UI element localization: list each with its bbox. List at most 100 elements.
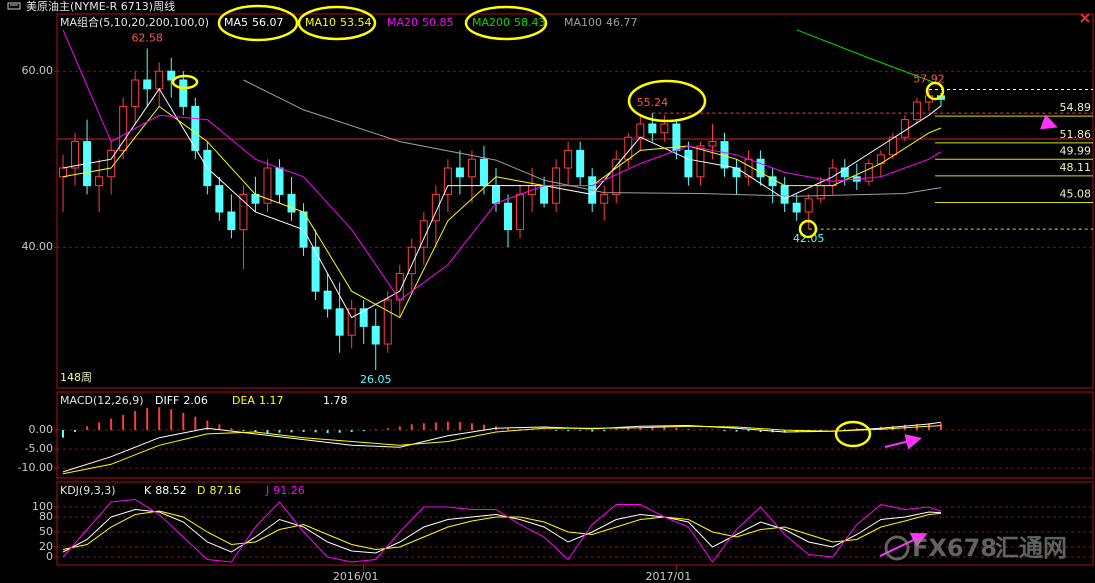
candle-body — [383, 299, 392, 345]
candle-body — [888, 136, 897, 156]
legend-value: 46.77 — [606, 16, 638, 29]
legend-value: 58.43 — [514, 16, 546, 29]
series-line — [796, 29, 942, 86]
candle-body — [71, 141, 80, 169]
candle-body — [119, 105, 128, 151]
legend-value: 56.07 — [252, 16, 284, 29]
level-label: 45.08 — [1060, 187, 1092, 200]
candle-body — [756, 158, 765, 178]
legend-name: J — [265, 484, 269, 497]
y-tick-label: 100 — [32, 500, 53, 513]
annotation-label: 26.05 — [360, 373, 392, 386]
legend-value: 87.16 — [209, 484, 241, 497]
highlight — [297, 5, 377, 41]
y-tick-label: 50 — [39, 525, 53, 538]
level-label: 49.99 — [1060, 144, 1092, 157]
candle-body — [900, 119, 909, 138]
watermark: FX678 — [912, 534, 997, 562]
legend-value: 50.85 — [422, 16, 454, 29]
highlight — [464, 5, 548, 41]
candle-body — [636, 123, 645, 138]
highlights — [171, 4, 945, 448]
legend-title: MA组合(5,10,20,200,100,0) — [60, 15, 209, 29]
candle-body — [347, 308, 356, 336]
highlight — [834, 420, 872, 448]
legend-name: DIFF — [155, 394, 179, 407]
highlight — [627, 79, 707, 123]
candle-body — [792, 202, 801, 213]
highlight — [925, 81, 945, 101]
legend-value: 2.06 — [183, 394, 208, 407]
candle-body — [359, 308, 368, 327]
x-tick-label: 2016/01 — [333, 570, 379, 583]
y-tick-label: 0 — [46, 550, 53, 563]
candle-body — [167, 70, 176, 81]
legend-name: K — [144, 484, 152, 497]
watermark: 汇通网 — [995, 534, 1067, 562]
level-label: 48.11 — [1060, 161, 1092, 174]
panel-border — [56, 481, 1094, 566]
legend-value: 1.17 — [259, 394, 284, 407]
candle-body — [504, 202, 513, 231]
y-tick-label: 0.00 — [29, 423, 54, 436]
plot-area: 60.00 40.00 2016/01 2017/01 54.89 51.86 49.99 4… — [18, 13, 1094, 583]
arrow — [1039, 114, 1058, 130]
candle-body — [191, 105, 200, 151]
candle-body — [564, 149, 573, 169]
legend-title: MACD(12,26,9) — [60, 394, 144, 407]
candle-body — [864, 163, 873, 182]
candle-body — [131, 79, 140, 107]
series-line — [62, 29, 942, 301]
close-button[interactable] — [1080, 13, 1090, 23]
window-icon — [7, 2, 21, 10]
candle-body — [263, 167, 272, 204]
candle-body — [371, 325, 380, 345]
candle-body — [95, 176, 104, 187]
candle-body — [275, 167, 284, 195]
candle-body — [179, 79, 188, 107]
arrow — [884, 434, 922, 450]
series-line — [62, 425, 942, 475]
series-line — [62, 498, 942, 563]
candle-body — [780, 185, 789, 204]
candle-body — [516, 193, 525, 231]
candle-body — [648, 123, 657, 134]
window-title: 美原油主(NYME-R 6713)周线 — [26, 0, 175, 13]
legend-name: MA200 — [472, 16, 510, 29]
legend-name: D — [197, 484, 205, 497]
candle-body — [600, 193, 609, 204]
series-line — [243, 79, 942, 197]
candle-body — [804, 198, 813, 213]
candle-body — [708, 141, 717, 147]
legend-name: MA100 — [564, 16, 602, 29]
period-label: 148周 — [60, 371, 92, 384]
level-label: 51.86 — [1060, 128, 1092, 141]
candle-body — [143, 79, 152, 90]
candle-body — [407, 246, 416, 275]
candle-body — [540, 185, 549, 204]
annotation-label: 62.58 — [131, 31, 163, 44]
candle-body — [431, 193, 440, 222]
legend-value: 53.54 — [340, 16, 372, 29]
y-tick-label: 60.00 — [22, 64, 54, 77]
legend-value: 91.26 — [273, 484, 305, 497]
legend-name: MA5 — [224, 16, 248, 29]
legend-name: MA10 — [305, 16, 336, 29]
highlight — [798, 219, 818, 239]
watermark-logo — [884, 535, 910, 561]
candle-body — [155, 70, 164, 90]
y-tick-label: 40.00 — [22, 240, 54, 253]
legend-name: DEA — [232, 394, 255, 407]
candle-body — [576, 149, 585, 178]
panel-border — [56, 13, 1094, 389]
legend-name: MA20 — [387, 16, 418, 29]
candle-body — [912, 101, 921, 121]
candle-body — [660, 123, 669, 134]
legend-title: KDJ(9,3,3) — [60, 484, 116, 497]
level-label: 54.89 — [1060, 101, 1092, 114]
candle-body — [287, 193, 296, 213]
series-line — [62, 87, 942, 319]
candle-body — [479, 158, 488, 187]
panel-border — [56, 391, 1094, 479]
